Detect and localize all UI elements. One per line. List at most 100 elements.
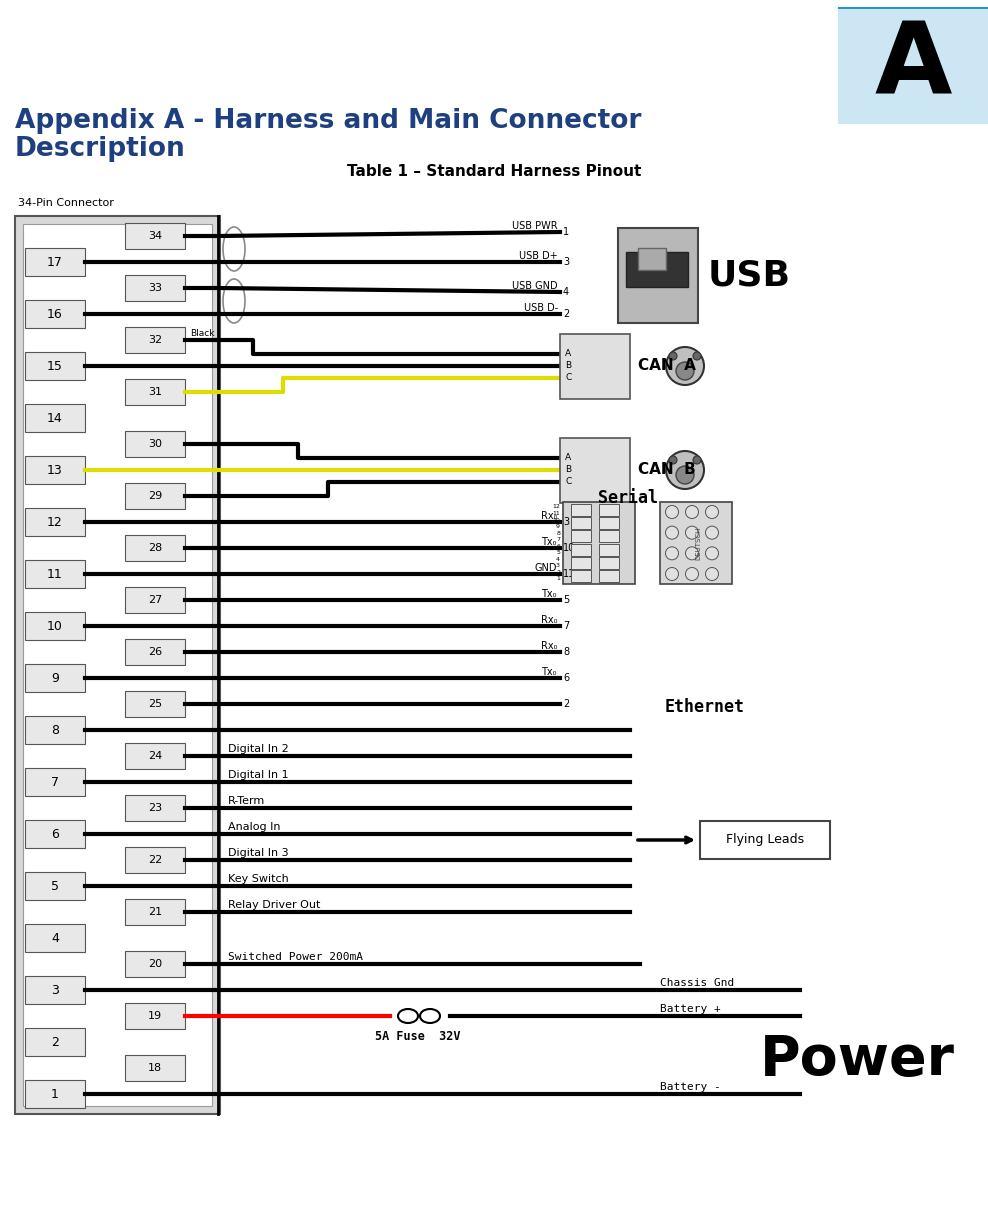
- Text: Rx₀: Rx₀: [540, 614, 557, 625]
- Bar: [25, 457, 85, 483]
- Bar: [571, 570, 591, 581]
- Bar: [660, 502, 732, 584]
- Bar: [25, 716, 85, 744]
- Ellipse shape: [669, 353, 677, 360]
- Text: Power: Power: [760, 1033, 955, 1087]
- Text: 32: 32: [148, 335, 162, 345]
- Text: DEUTSCH: DEUTSCH: [695, 526, 701, 559]
- Text: Tx₀: Tx₀: [541, 589, 557, 599]
- Text: 2: 2: [51, 1036, 59, 1049]
- Text: 11: 11: [563, 569, 575, 579]
- Text: Key Switch: Key Switch: [228, 874, 288, 884]
- Text: 13: 13: [47, 464, 63, 476]
- Bar: [25, 353, 85, 379]
- Text: 10: 10: [552, 518, 560, 523]
- Text: 33: 33: [148, 283, 162, 293]
- Bar: [125, 796, 185, 821]
- Text: Black: Black: [190, 329, 214, 338]
- Text: Table 1 – Standard Harness Pinout: Table 1 – Standard Harness Pinout: [347, 164, 641, 179]
- Text: 4: 4: [556, 557, 560, 562]
- Text: 9: 9: [51, 672, 59, 684]
- Ellipse shape: [420, 1009, 440, 1023]
- Text: 5: 5: [563, 595, 569, 605]
- Bar: [125, 951, 185, 977]
- Bar: [560, 333, 630, 399]
- Bar: [599, 530, 619, 542]
- Text: Flying Leads: Flying Leads: [726, 834, 804, 847]
- Text: GND: GND: [535, 563, 557, 573]
- Text: A: A: [565, 454, 571, 463]
- Text: 8: 8: [556, 531, 560, 536]
- Bar: [125, 639, 185, 665]
- Bar: [25, 820, 85, 848]
- Text: 2: 2: [563, 699, 569, 709]
- Text: Ethernet: Ethernet: [665, 698, 745, 716]
- Bar: [25, 300, 85, 328]
- Ellipse shape: [705, 526, 718, 539]
- Bar: [599, 504, 619, 517]
- Text: 4: 4: [563, 286, 569, 297]
- Text: Battery +: Battery +: [660, 1004, 721, 1013]
- Text: 16: 16: [47, 307, 63, 321]
- Bar: [838, 9, 988, 124]
- Text: 19: 19: [148, 1011, 162, 1021]
- Bar: [25, 404, 85, 432]
- Text: 11: 11: [552, 512, 560, 517]
- Bar: [571, 557, 591, 569]
- Text: Digital In 2: Digital In 2: [228, 744, 288, 754]
- Ellipse shape: [705, 568, 718, 580]
- Bar: [125, 223, 185, 248]
- Text: USB PWR: USB PWR: [513, 222, 558, 231]
- Text: Rx₀: Rx₀: [540, 510, 557, 521]
- Ellipse shape: [666, 568, 679, 580]
- Text: USB GND: USB GND: [513, 282, 558, 291]
- Text: 6: 6: [563, 673, 569, 683]
- Text: Appendix A - Harness and Main Connector: Appendix A - Harness and Main Connector: [15, 108, 641, 133]
- Text: 30: 30: [148, 439, 162, 449]
- Ellipse shape: [666, 526, 679, 539]
- Text: CAN  B: CAN B: [638, 463, 696, 477]
- Text: Tx₀: Tx₀: [541, 667, 557, 677]
- Bar: [25, 612, 85, 640]
- Bar: [125, 898, 185, 925]
- Bar: [638, 248, 666, 271]
- Text: 27: 27: [148, 595, 162, 605]
- Text: 9: 9: [556, 524, 560, 529]
- Text: 23: 23: [148, 803, 162, 813]
- Bar: [560, 437, 630, 503]
- Bar: [599, 518, 619, 529]
- Bar: [25, 1080, 85, 1108]
- Bar: [571, 518, 591, 529]
- Bar: [125, 847, 185, 873]
- Text: B: B: [565, 361, 571, 371]
- Text: Chassis Gnd: Chassis Gnd: [660, 978, 734, 988]
- Text: CAN  A: CAN A: [638, 359, 696, 373]
- Text: 2: 2: [556, 570, 560, 575]
- Text: 24: 24: [148, 752, 162, 761]
- Bar: [571, 543, 591, 556]
- Bar: [599, 570, 619, 581]
- Ellipse shape: [398, 1009, 418, 1023]
- Bar: [25, 561, 85, 588]
- Text: 3: 3: [563, 257, 569, 267]
- Ellipse shape: [686, 526, 699, 539]
- Bar: [838, 7, 988, 12]
- Text: 5A Fuse  32V: 5A Fuse 32V: [375, 1031, 460, 1043]
- Bar: [125, 431, 185, 457]
- Ellipse shape: [693, 353, 701, 360]
- Text: Serial: Serial: [598, 490, 658, 507]
- Bar: [25, 976, 85, 1004]
- Ellipse shape: [693, 457, 701, 464]
- Ellipse shape: [666, 346, 704, 386]
- Text: 1: 1: [556, 577, 560, 581]
- Ellipse shape: [686, 506, 699, 519]
- Text: 8: 8: [563, 647, 569, 657]
- Text: 10: 10: [563, 543, 575, 553]
- Bar: [125, 588, 185, 613]
- Text: USB D-: USB D-: [524, 304, 558, 313]
- Text: 14: 14: [47, 411, 63, 425]
- Ellipse shape: [705, 547, 718, 559]
- Bar: [15, 215, 220, 1114]
- Bar: [599, 557, 619, 569]
- Text: USB D+: USB D+: [520, 251, 558, 261]
